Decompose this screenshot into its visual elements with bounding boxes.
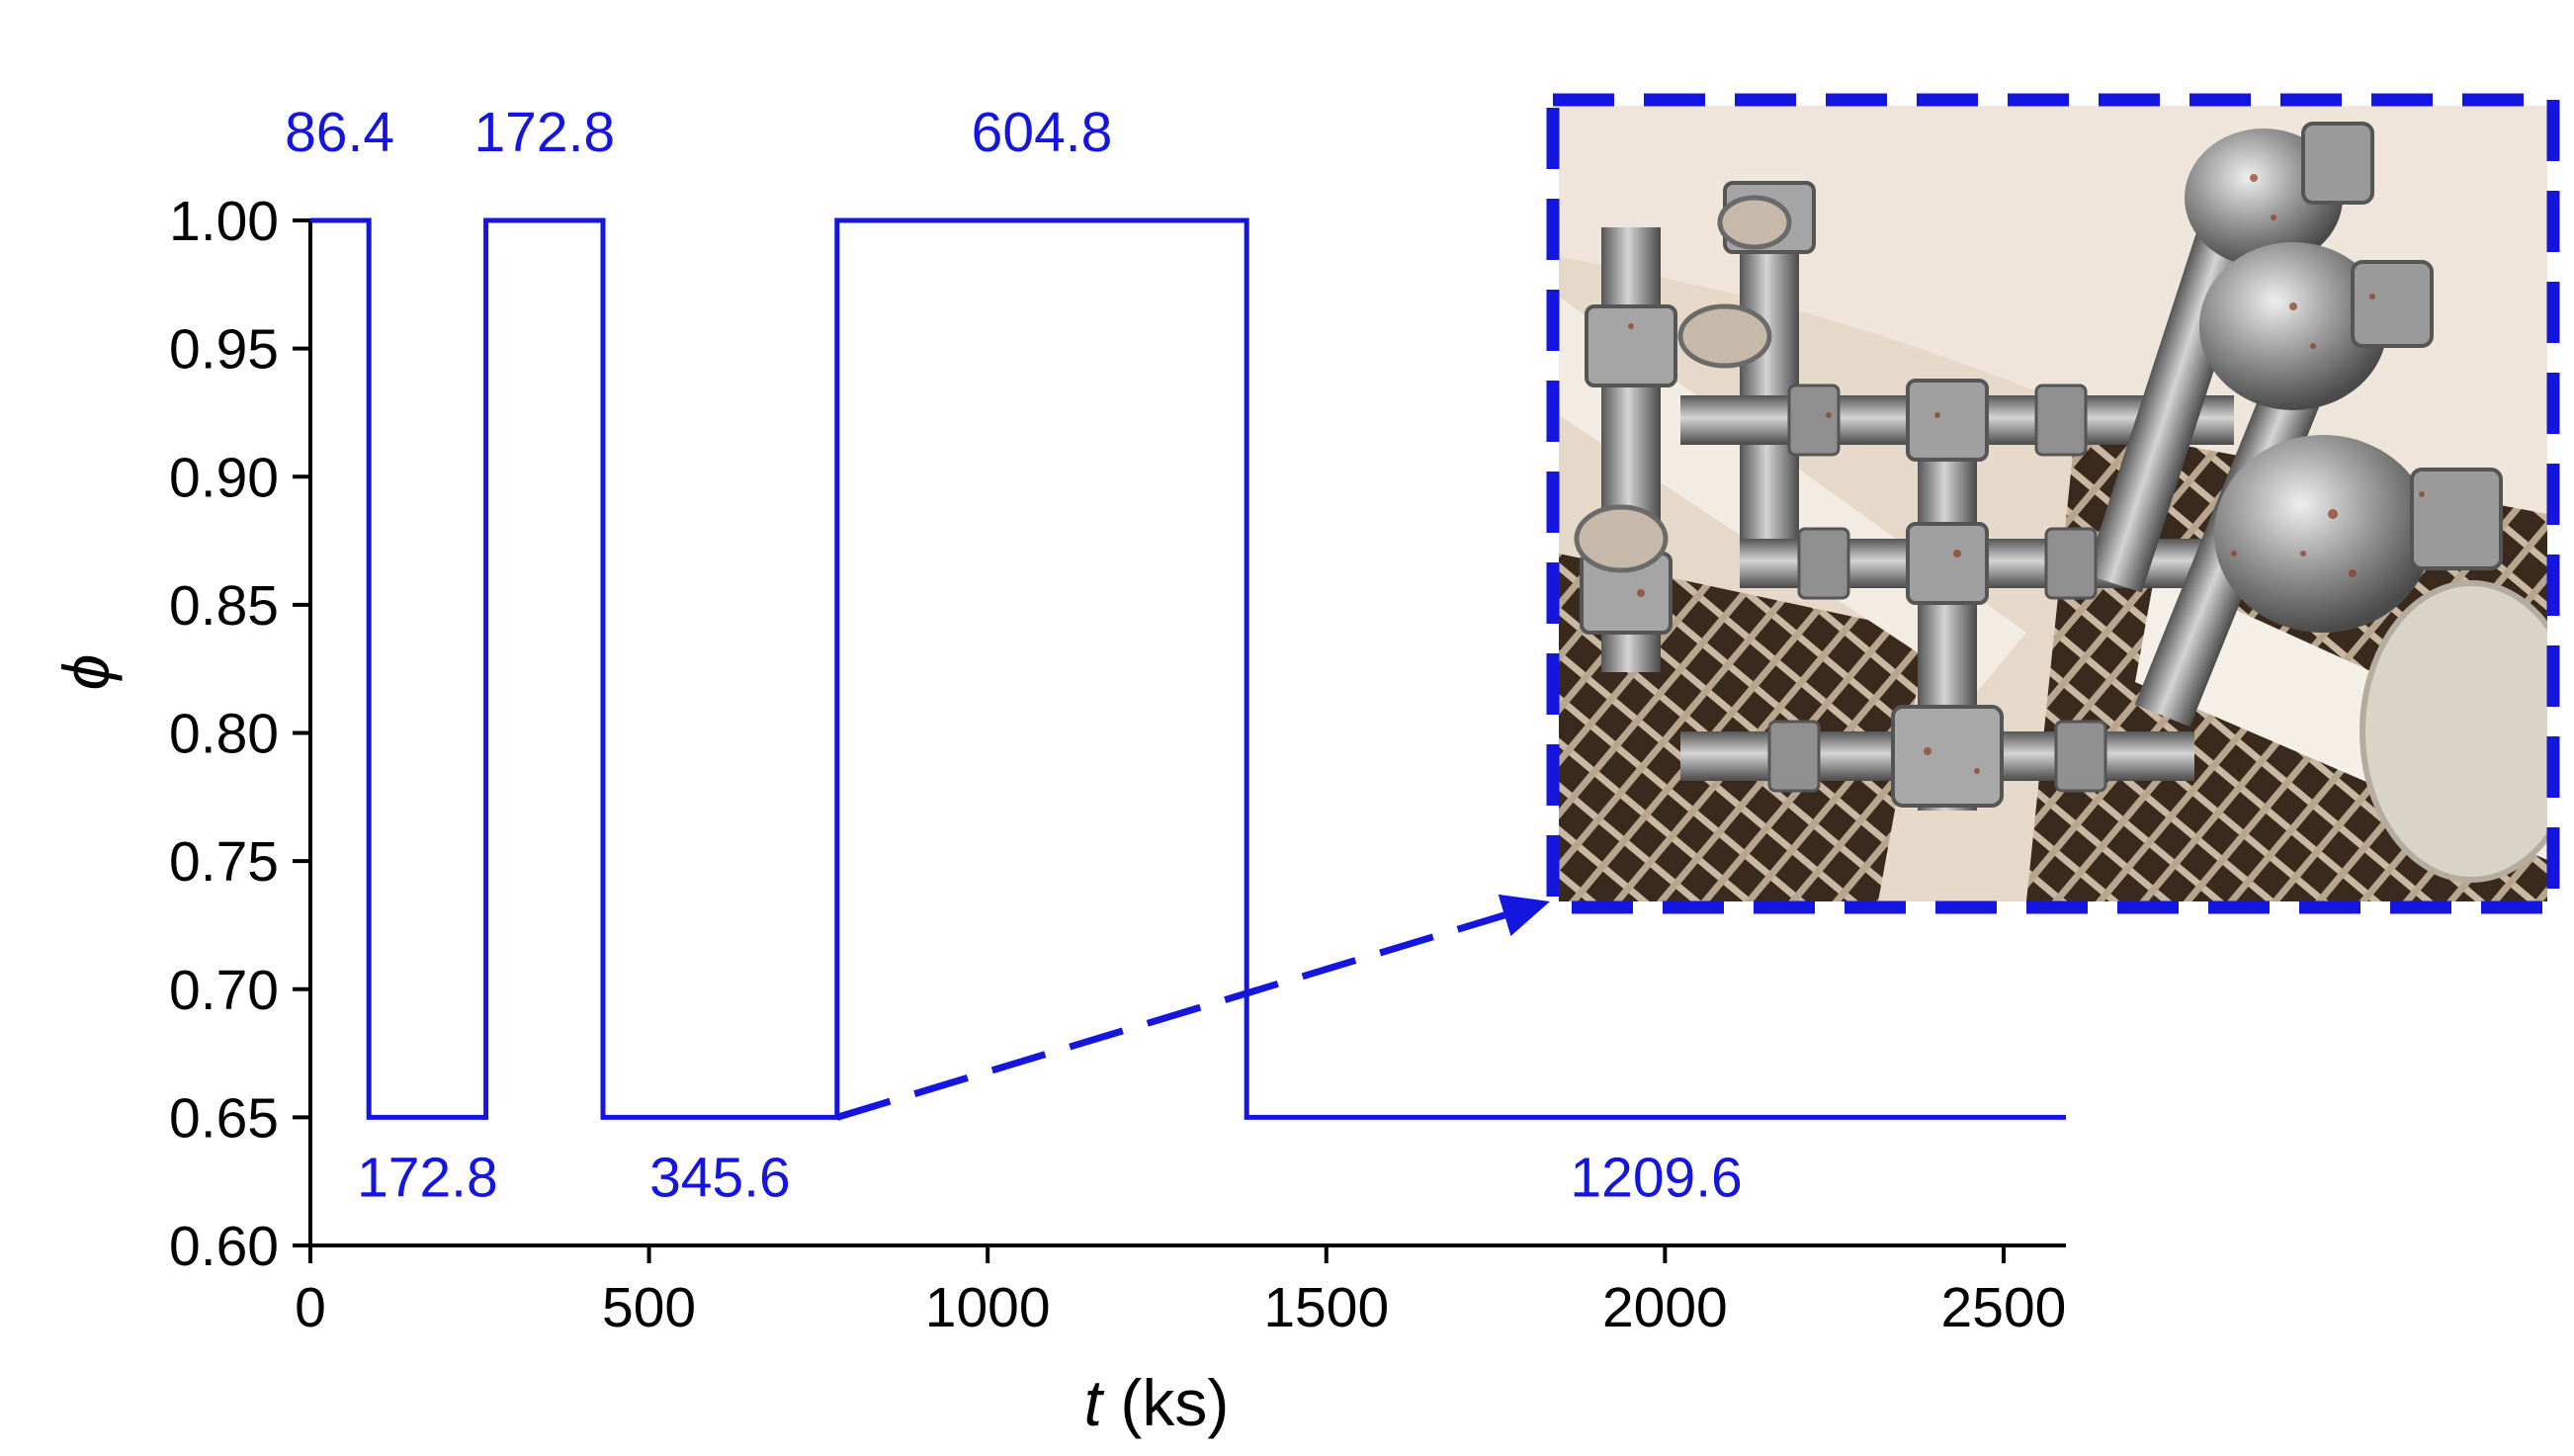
y-tick-label-5: 0.85	[169, 574, 279, 638]
x-tick-label-0: 0	[295, 1276, 326, 1339]
y-tick-label-1: 0.65	[169, 1086, 279, 1150]
inset-photo	[1559, 106, 2547, 901]
x-tick-label-1: 500	[602, 1276, 696, 1339]
inset-frame	[1546, 93, 2560, 914]
x-tick-label-2: 1000	[925, 1276, 1051, 1339]
duration-label-5: 1209.6	[1570, 1146, 1742, 1209]
y-tick-label-8: 1.00	[169, 190, 279, 253]
x-tick-label-3: 1500	[1263, 1276, 1389, 1339]
duration-label-1: 172.8	[473, 101, 615, 164]
y-tick-label-4: 0.80	[169, 703, 279, 766]
y-tick-label-6: 0.90	[169, 446, 279, 509]
duration-label-4: 345.6	[649, 1146, 791, 1209]
x-axis-unit: (ks)	[1102, 1366, 1229, 1439]
duration-label-2: 604.8	[972, 101, 1113, 164]
y-tick-label-0: 0.60	[169, 1215, 279, 1278]
y-ticks: 0.60 0.65 0.70 0.75 0.80 0.85 0.90 0.95 1.00	[169, 190, 310, 1278]
x-axis-variable: t	[1084, 1366, 1105, 1439]
y-tick-label-7: 0.95	[169, 318, 279, 382]
duration-label-3: 172.8	[357, 1146, 498, 1209]
x-ticks: 0 500 1000 1500 2000 2500	[295, 1245, 2066, 1339]
y-tick-label-3: 0.75	[169, 830, 279, 894]
callout-arrow-line	[835, 911, 1506, 1121]
x-tick-label-4: 2000	[1602, 1276, 1728, 1339]
y-axis-title: ϕ	[49, 654, 123, 691]
y-tick-label-2: 0.70	[169, 959, 279, 1022]
series-line-phi	[310, 217, 2066, 1120]
x-tick-label-5: 2500	[1941, 1276, 2067, 1339]
duration-label-0: 86.4	[285, 101, 394, 164]
callout-arrow-head	[1498, 894, 1550, 936]
x-axis-title: t (ks)	[1084, 1366, 1230, 1439]
duration-labels: 86.4 172.8 604.8 172.8 345.6 1209.6	[285, 101, 1743, 1209]
